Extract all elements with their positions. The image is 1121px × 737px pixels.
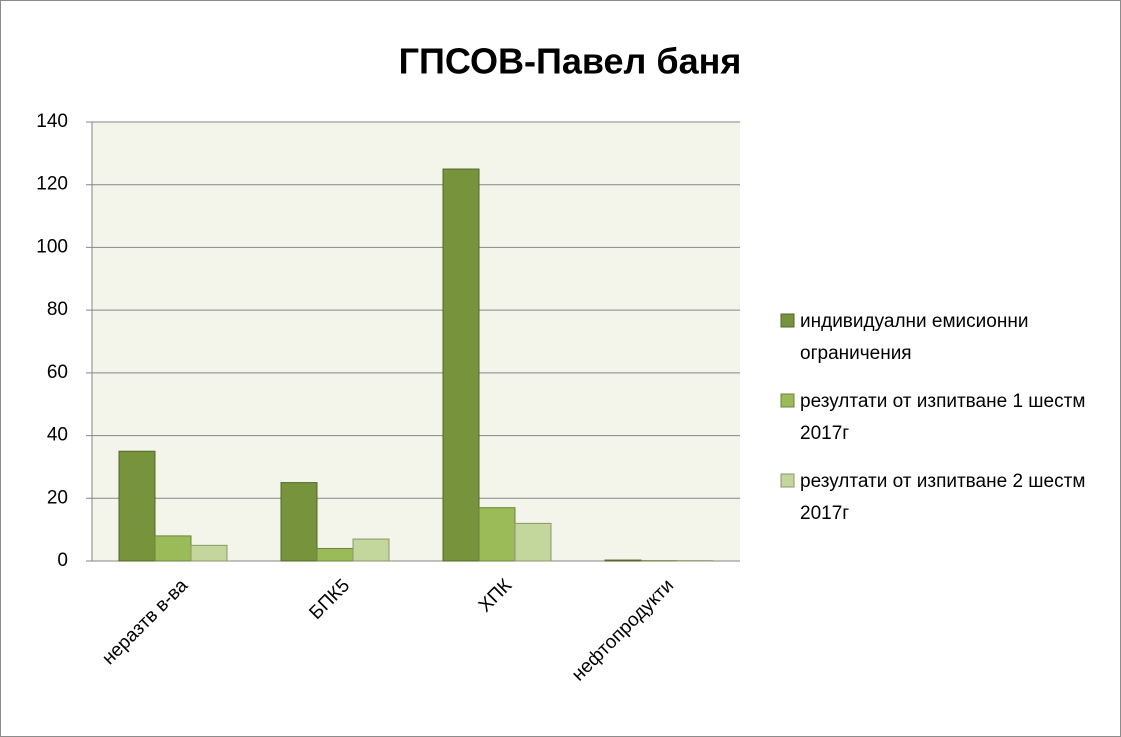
bar: [154, 535, 192, 562]
y-tick-label: 20: [47, 487, 68, 508]
bar: [514, 522, 552, 562]
legend-swatch: [780, 393, 795, 408]
bar: [280, 482, 318, 562]
legend-swatch: [780, 313, 795, 328]
bar: [316, 547, 354, 562]
bar: [442, 168, 480, 562]
plot-area: [92, 122, 740, 561]
y-tick-label: 140: [36, 111, 68, 132]
bar: [478, 507, 516, 562]
y-tick-label: 40: [47, 425, 68, 446]
legend-label: резултати от изпитване 2 шестм 2017г: [800, 471, 1086, 524]
legend-label: резултати от изпитване 1 шестм 2017г: [800, 391, 1086, 444]
y-tick-label: 100: [36, 236, 68, 257]
bar: [604, 559, 642, 562]
legend-label: индивидуални емисионни ограничения: [800, 311, 1029, 364]
y-tick-label: 80: [47, 299, 68, 320]
legend-swatch: [780, 473, 795, 488]
chart-title: ГПСОВ-Павел баня: [399, 41, 742, 82]
bar: [190, 544, 228, 562]
bar: [118, 450, 156, 562]
y-tick-label: 60: [47, 362, 68, 383]
bar: [352, 538, 390, 562]
y-tick-label: 120: [36, 174, 68, 195]
y-tick-label: 0: [57, 550, 68, 571]
